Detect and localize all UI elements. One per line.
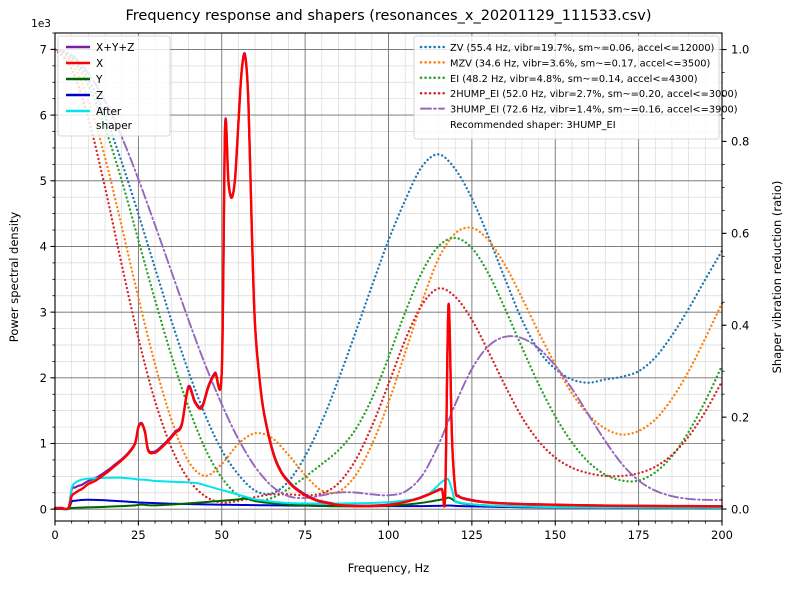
xtick-label: 25 bbox=[131, 528, 146, 542]
psd-curve-after-shaper bbox=[54, 476, 723, 511]
ytick-label-left: 4 bbox=[40, 240, 47, 254]
legend-psd[interactable]: X+Y+Z XYZ After shaper bbox=[57, 35, 171, 137]
psd-curve-z bbox=[54, 498, 723, 511]
x-axis-label: Frequency, Hz bbox=[348, 561, 429, 575]
shaper-curve-zv bbox=[53, 48, 724, 496]
legend-psd-label-0: X+Y+Z bbox=[96, 42, 134, 54]
shaper-curve-mzv bbox=[53, 48, 724, 495]
axis-ticks: 0 25 50 75 100 125 150 175 200 0 1 2 3 4 5 6 7 0.0 0.2 0.4 0… bbox=[40, 32, 749, 542]
xtick-label: 200 bbox=[711, 528, 733, 542]
y-axis-label-right: Shaper vibration reduction (ratio) bbox=[770, 181, 784, 374]
ytick-label-left: 6 bbox=[40, 108, 47, 122]
legend-shaper-label-4: 3HUMP_EI (72.6 Hz, vibr=1.4%, sm~=0.16, … bbox=[450, 105, 738, 116]
ytick-label-left: 1 bbox=[40, 437, 47, 451]
legend-psd-label-3: Z bbox=[96, 90, 103, 102]
legend-shaper-label-1: MZV (34.6 Hz, vibr=3.6%, sm~=0.17, accel… bbox=[450, 58, 710, 69]
legend-shapers[interactable]: ZV (55.4 Hz, vibr=19.7%, sm~=0.06, accel… bbox=[413, 35, 738, 140]
psd-curve-x bbox=[53, 53, 724, 511]
shaper-curve-2hump_ei bbox=[53, 48, 724, 504]
legend-shaper-label-2: EI (48.2 Hz, vibr=4.8%, sm~=0.14, accel<… bbox=[450, 74, 698, 85]
shaper-curves bbox=[53, 48, 724, 504]
y-axis-label-left: Power spectral density bbox=[7, 212, 21, 343]
chart-title: Frequency response and shapers (resonanc… bbox=[126, 8, 652, 24]
left-axis-offset-text: 1e3 bbox=[31, 18, 51, 30]
legend-psd-label-1: X bbox=[96, 58, 103, 70]
ytick-label-left: 3 bbox=[40, 305, 47, 319]
ytick-label-right: 0.8 bbox=[731, 135, 749, 149]
ytick-label-right: 0.4 bbox=[731, 318, 749, 332]
legend-psd-label-4-cont: shaper bbox=[96, 120, 133, 132]
xtick-label: 100 bbox=[378, 528, 400, 542]
shaper-curve-3hump_ei bbox=[54, 48, 723, 501]
xtick-label: 0 bbox=[51, 528, 58, 542]
legend-psd-label-2: Y bbox=[95, 74, 103, 86]
ytick-label-right: 1.0 bbox=[731, 43, 749, 57]
xtick-label: 75 bbox=[298, 528, 313, 542]
ytick-label-right: 0.0 bbox=[731, 502, 749, 516]
psd-curves bbox=[53, 52, 724, 511]
legend-shaper-label-0: ZV (55.4 Hz, vibr=19.7%, sm~=0.06, accel… bbox=[450, 43, 714, 54]
xtick-label: 175 bbox=[628, 528, 650, 542]
xtick-label: 50 bbox=[214, 528, 229, 542]
shaper-curve-ei bbox=[53, 48, 724, 503]
legend-shaper-label-3: 2HUMP_EI (52.0 Hz, vibr=2.7%, sm~=0.20, … bbox=[450, 89, 738, 100]
legend-shapers-footer: Recommended shaper: 3HUMP_EI bbox=[450, 120, 616, 131]
ytick-label-left: 0 bbox=[40, 502, 47, 516]
legend-shapers-box[interactable] bbox=[413, 35, 720, 140]
ytick-label-right: 0.6 bbox=[731, 227, 749, 241]
xtick-label: 150 bbox=[544, 528, 566, 542]
grid-major bbox=[54, 33, 723, 521]
ytick-label-left: 7 bbox=[40, 43, 47, 57]
xtick-label: 125 bbox=[461, 528, 483, 542]
ytick-label-left: 2 bbox=[40, 371, 47, 385]
ytick-label-left: 5 bbox=[40, 174, 47, 188]
ytick-label-right: 0.2 bbox=[731, 410, 749, 424]
legend-psd-label-4: After bbox=[96, 106, 122, 118]
